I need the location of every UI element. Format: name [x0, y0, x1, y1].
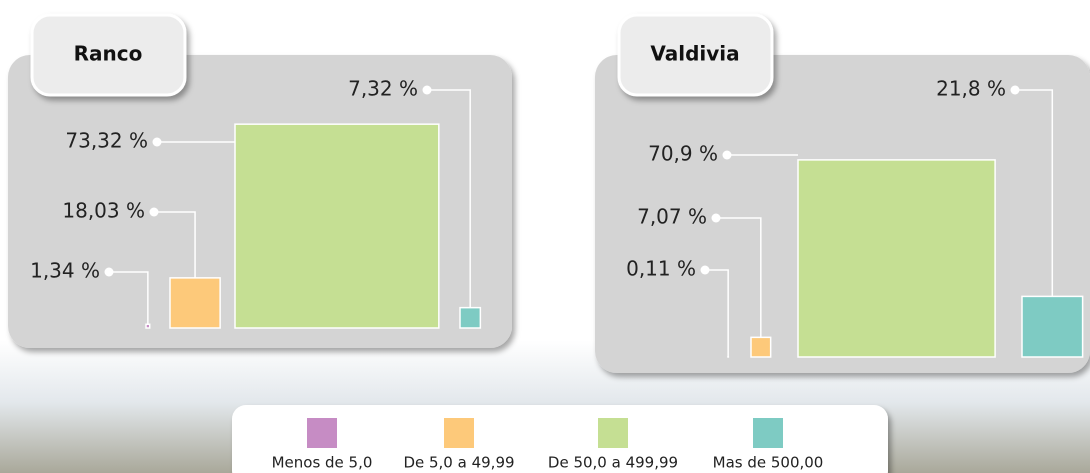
value-label: 0,11 %	[626, 257, 696, 281]
value-label: 18,03 %	[62, 199, 145, 223]
legend-swatch	[753, 418, 783, 448]
square	[170, 278, 220, 328]
leader-dot	[723, 151, 732, 160]
value-label: 73,32 %	[65, 129, 148, 153]
leader-dot	[423, 86, 432, 95]
square	[751, 337, 771, 357]
panel-title: Ranco	[74, 42, 143, 66]
legend-swatch	[444, 418, 474, 448]
leader-dot	[701, 266, 710, 275]
legend-swatch	[307, 418, 337, 448]
value-label: 7,32 %	[348, 77, 418, 101]
square	[146, 324, 150, 328]
leader-dot	[150, 208, 159, 217]
value-label: 7,07 %	[637, 205, 707, 229]
legend-label: Mas de 500,00	[713, 454, 824, 472]
leader-dot	[712, 214, 721, 223]
value-label: 21,8 %	[936, 77, 1006, 101]
infographic: Ranco 1,34 % 18,03 % 73,32 % 7,32 % Valdivia 0…	[0, 0, 1090, 473]
legend-label: Menos de 5,0	[272, 454, 373, 472]
leader-dot	[105, 268, 114, 277]
square	[235, 124, 439, 328]
square	[460, 308, 480, 328]
leader-dot	[153, 138, 162, 147]
square	[798, 160, 995, 357]
value-label: 1,34 %	[30, 259, 100, 283]
panel-title: Valdivia	[650, 42, 739, 66]
legend-label: De 50,0 a 499,99	[548, 454, 678, 472]
leader-dot	[1011, 86, 1020, 95]
square	[1022, 296, 1083, 357]
legend-swatch	[598, 418, 628, 448]
legend-label: De 5,0 a 49,99	[403, 454, 514, 472]
value-label: 70,9 %	[648, 142, 718, 166]
